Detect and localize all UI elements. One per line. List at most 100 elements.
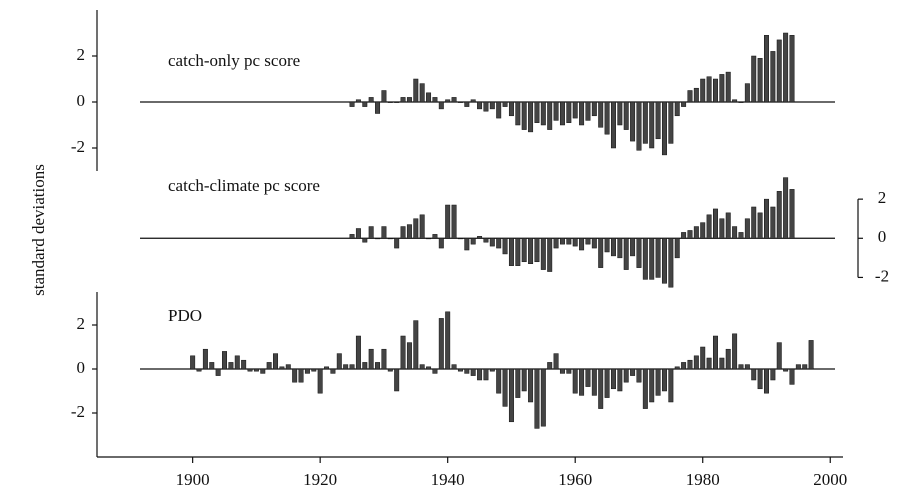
bar xyxy=(426,366,432,370)
bar xyxy=(375,238,381,240)
bar xyxy=(770,368,776,381)
bar xyxy=(445,311,451,370)
bar xyxy=(700,222,706,239)
bar xyxy=(515,368,521,398)
bar xyxy=(381,226,387,239)
y-tick-label: -2 xyxy=(875,266,889,285)
bar xyxy=(496,238,502,249)
bar xyxy=(406,97,412,103)
bar xyxy=(394,238,400,249)
bar xyxy=(661,101,667,156)
bar xyxy=(445,204,451,239)
bar xyxy=(362,101,368,107)
bar xyxy=(368,348,374,370)
bar xyxy=(298,368,304,383)
bar xyxy=(610,238,616,257)
bar xyxy=(585,101,591,121)
bar xyxy=(470,238,476,245)
bar xyxy=(789,189,795,239)
bar xyxy=(438,238,444,249)
bar xyxy=(394,101,400,103)
bar xyxy=(375,101,381,114)
bar xyxy=(508,238,514,266)
bar xyxy=(712,78,718,103)
bar xyxy=(400,97,406,103)
bar xyxy=(266,362,272,370)
bar xyxy=(477,368,483,381)
bar xyxy=(451,204,457,239)
bar xyxy=(566,101,572,123)
bar xyxy=(241,359,247,370)
bar xyxy=(451,364,457,370)
bar xyxy=(744,218,750,239)
y-tick-label: 2 xyxy=(77,45,86,64)
bar xyxy=(540,101,546,126)
bar xyxy=(751,55,757,103)
bar xyxy=(783,177,789,239)
bar xyxy=(483,368,489,381)
bar xyxy=(247,368,253,372)
bar xyxy=(738,364,744,370)
bar xyxy=(687,90,693,103)
bar xyxy=(655,368,661,396)
bar xyxy=(579,238,585,251)
bar xyxy=(783,368,789,372)
y-tick-label: 0 xyxy=(77,358,86,377)
bar xyxy=(789,35,795,103)
bar xyxy=(553,101,559,121)
bar xyxy=(757,212,763,239)
bar xyxy=(419,83,425,103)
bar xyxy=(610,101,616,149)
bar xyxy=(419,214,425,239)
bar xyxy=(655,238,661,278)
bar xyxy=(744,83,750,103)
bar xyxy=(432,97,438,103)
bar xyxy=(623,101,629,130)
bar xyxy=(477,101,483,110)
bar xyxy=(661,238,667,284)
bar xyxy=(355,335,361,370)
bar xyxy=(464,101,470,107)
bar xyxy=(464,368,470,374)
bar xyxy=(770,51,776,103)
bar xyxy=(381,348,387,370)
bar xyxy=(400,335,406,370)
bar xyxy=(406,342,412,370)
bar xyxy=(604,238,610,253)
bar xyxy=(426,238,432,240)
bar xyxy=(508,368,514,423)
bar xyxy=(406,224,412,239)
bar xyxy=(700,346,706,370)
panel-title: catch-only pc score xyxy=(168,51,300,70)
bar xyxy=(483,101,489,112)
x-tick-label: 1940 xyxy=(431,470,465,489)
bar xyxy=(457,238,463,240)
y-tick-label: 2 xyxy=(77,314,86,333)
bar xyxy=(719,218,725,239)
bar xyxy=(585,238,591,245)
bar xyxy=(706,214,712,239)
bar xyxy=(521,101,527,130)
bar xyxy=(457,101,463,103)
bar xyxy=(375,362,381,370)
bar xyxy=(751,368,757,381)
bar xyxy=(343,364,349,370)
y-tick-label: -2 xyxy=(71,137,85,156)
bar xyxy=(470,368,476,376)
bar xyxy=(432,368,438,374)
bar xyxy=(636,368,642,383)
bar xyxy=(738,232,744,239)
bar xyxy=(630,101,636,142)
bar xyxy=(209,362,215,370)
bar xyxy=(419,364,425,370)
bar xyxy=(547,101,553,130)
bar xyxy=(317,368,323,394)
bar xyxy=(795,364,801,370)
bar xyxy=(630,368,636,376)
bar xyxy=(547,362,553,370)
bar xyxy=(234,355,240,370)
bar xyxy=(540,238,546,270)
bar xyxy=(712,208,718,239)
bar xyxy=(215,368,221,376)
